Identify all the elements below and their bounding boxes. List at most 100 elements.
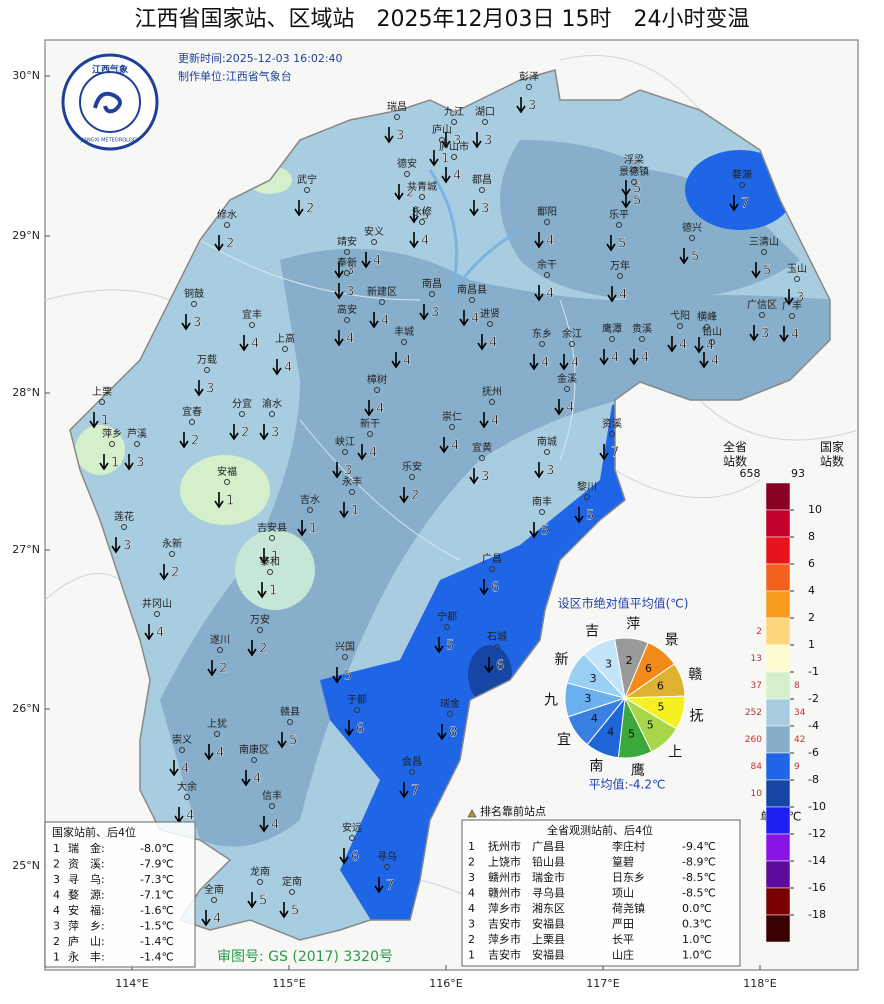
right-table-cell: 瑞金市: [532, 870, 565, 884]
right-table-cell: -9.4℃: [682, 840, 716, 853]
station-dot: [409, 474, 415, 480]
station-value: 5: [633, 182, 641, 197]
station-value: 7: [386, 879, 394, 894]
station: 靖安 3: [334, 235, 357, 279]
station-dot: [344, 249, 350, 255]
station-value: 3: [123, 539, 131, 554]
station-value: 6: [496, 659, 504, 674]
arrow-icon: [334, 330, 344, 347]
station: 渝水 3: [259, 397, 282, 441]
station-dot: [401, 339, 407, 345]
national-total: 93: [791, 467, 805, 480]
station-dot: [109, 441, 115, 447]
station-value: 4: [186, 809, 194, 824]
station-dot: [449, 424, 455, 430]
station-value: 3: [528, 99, 536, 114]
station-value: 3: [761, 327, 769, 342]
station-dot: [544, 272, 550, 278]
right-table-cell: 篁碧: [612, 855, 634, 869]
station-dot: [677, 323, 683, 329]
station-value: 1: [269, 584, 277, 599]
station: 瑞昌 3: [384, 101, 407, 144]
right-table-cell: 项山: [612, 887, 634, 900]
arrow-icon: [334, 283, 344, 300]
arrow-icon: [259, 424, 269, 441]
station-name: 新干: [360, 417, 380, 430]
station: 上犹 4: [204, 718, 227, 761]
pie-value: 5: [628, 728, 635, 741]
station-dot: [794, 276, 800, 282]
station-name: 丰城: [394, 325, 414, 338]
station-dot: [709, 339, 715, 345]
station: 宜丰 4: [239, 308, 262, 352]
arrow-icon: [294, 200, 304, 217]
station-dot: [371, 239, 377, 245]
station-name: 铜鼓: [184, 287, 204, 300]
station-name: 乐平: [609, 209, 629, 221]
station-name: 寻乌: [377, 850, 397, 863]
arrow-icon: [239, 335, 249, 352]
station-value: 1: [111, 456, 119, 471]
arrow-icon: [554, 399, 564, 416]
station: 上高 4: [272, 332, 295, 376]
station-value: 4: [571, 356, 579, 371]
station-name: 资溪: [602, 418, 622, 430]
right-table-cell: 吉安市: [488, 917, 521, 931]
station-dot: [342, 449, 348, 455]
station: 共青城 5: [407, 180, 437, 224]
station-name: 余江: [562, 327, 582, 340]
arrow-icon: [534, 232, 544, 249]
logo-cloud: [93, 91, 122, 114]
national-count: 42: [794, 735, 805, 745]
arrow-icon: [679, 248, 689, 265]
station: 赣县 5: [277, 705, 300, 749]
station: 金溪 4: [554, 372, 577, 416]
legend-bin: [765, 482, 791, 511]
station: 崇义 4: [169, 734, 192, 777]
arrow-icon: [469, 468, 479, 485]
neighbor-borders: [44, 55, 859, 961]
station-value: 4: [641, 351, 649, 366]
legend-bin: [765, 509, 791, 538]
right-table-cell: 2: [468, 933, 475, 946]
poyang-lake: [428, 169, 521, 301]
station-name: 奉新: [337, 256, 357, 269]
ranking-note: 排名靠前站点: [480, 804, 546, 818]
left-table-cell: -8.0℃: [140, 842, 174, 855]
left-table-cell: -1.6℃: [140, 904, 174, 917]
logo-inner: [79, 71, 141, 133]
left-table-cell: -1.4℃: [140, 951, 174, 964]
station-dot: [479, 187, 485, 193]
station-name: 分宜: [232, 397, 252, 410]
station-name: 安义: [364, 225, 384, 238]
pie-slice: [583, 638, 626, 700]
station-value: 4: [421, 234, 429, 249]
legend-tick-label: -2: [808, 692, 819, 705]
station-value: 3: [453, 134, 461, 149]
pie-value: 4: [591, 712, 598, 725]
station-dot: [379, 299, 385, 305]
right-table-cell: -8.5℃: [682, 887, 716, 900]
right-table-box: [461, 819, 741, 967]
province-count: 84: [751, 762, 763, 772]
station: 寻乌 7: [374, 850, 397, 894]
station-name: 瑞昌: [387, 101, 407, 113]
station-value: 1: [351, 504, 359, 519]
province-count: 252: [745, 708, 762, 718]
pie-name: 上: [668, 744, 682, 760]
station-name: 莲花: [114, 510, 134, 523]
lon-label: 114°E: [115, 977, 148, 990]
left-table-cell: -7.9℃: [140, 858, 174, 871]
station-value: 2: [406, 186, 414, 201]
station: 遂川 2: [207, 633, 230, 677]
station-name: 黎川: [577, 480, 597, 493]
arrow-icon: [159, 564, 169, 581]
field-warm-anfu: [180, 455, 270, 525]
station-value: 3: [796, 291, 804, 306]
left-table-cell: 永 丰:: [68, 950, 105, 964]
station-dot: [544, 219, 550, 225]
station-name: 会昌: [402, 755, 422, 768]
arrow-icon: [437, 724, 447, 741]
arrow-icon: [111, 537, 121, 554]
